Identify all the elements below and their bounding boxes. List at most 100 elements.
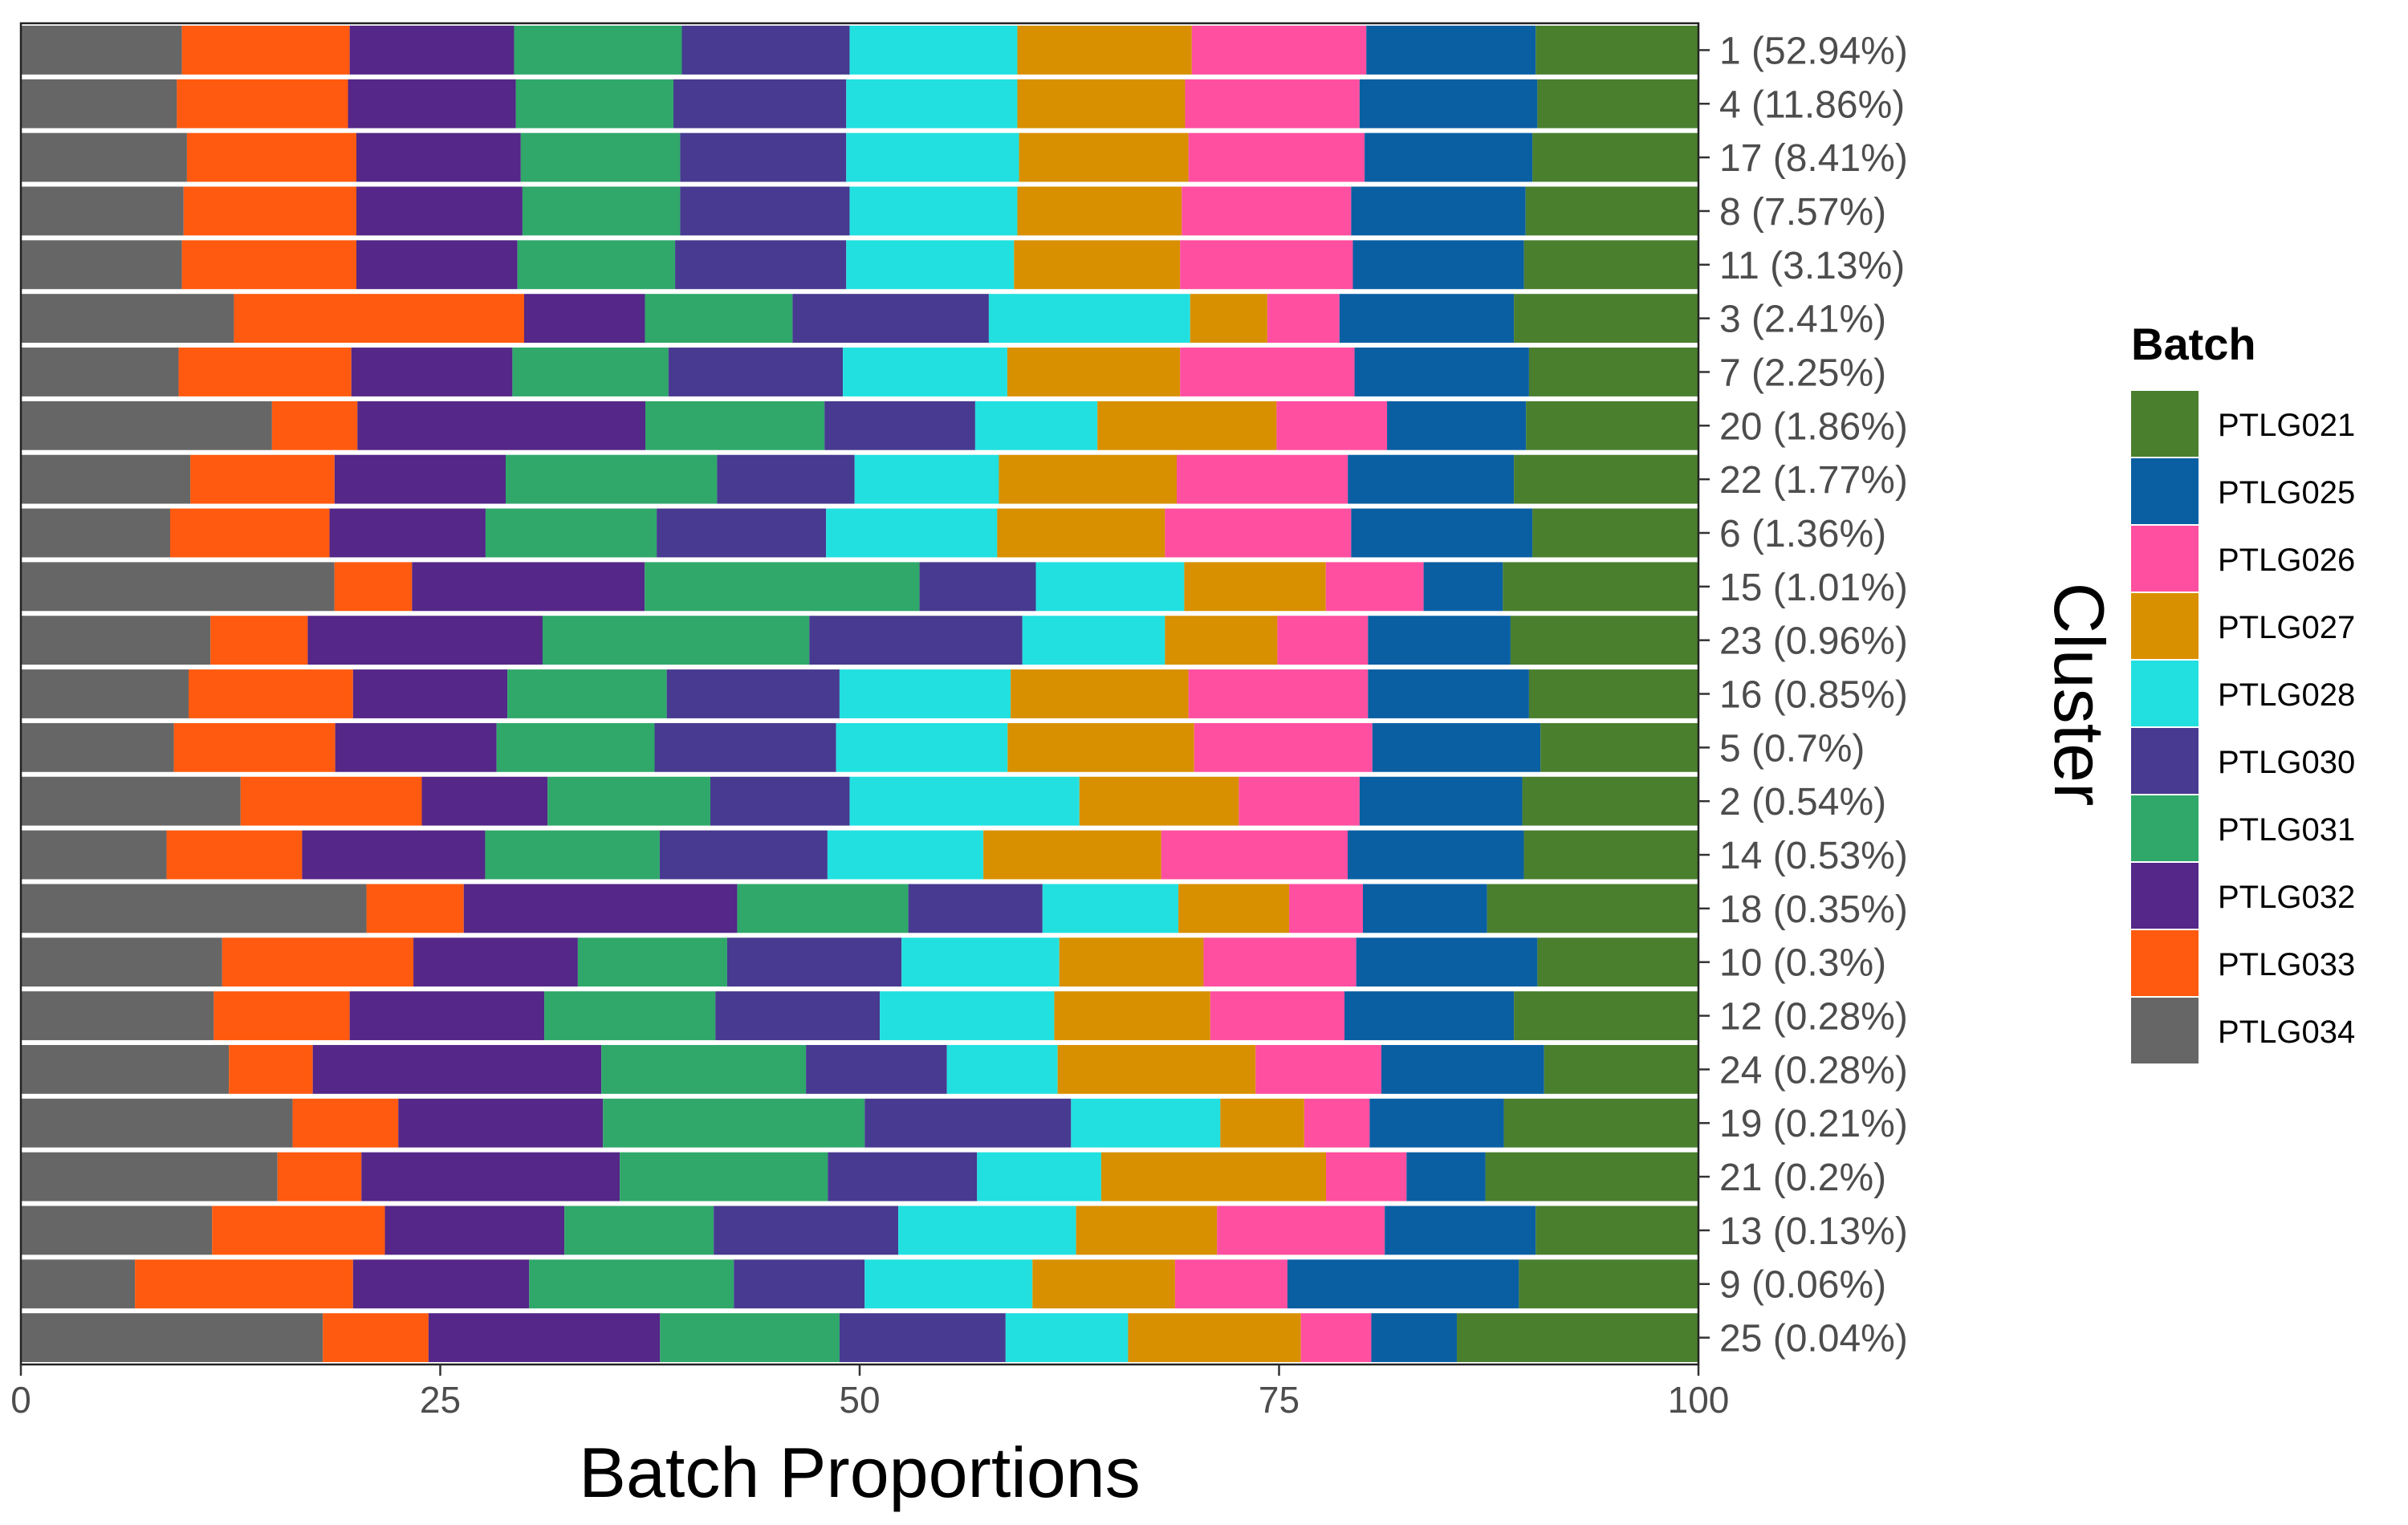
- bar-segment-ptlg027-row-12: [1165, 616, 1278, 665]
- bar-segment-ptlg031-row-22: [620, 1152, 828, 1202]
- bar-segment-ptlg028-row-2: [846, 79, 1018, 128]
- bar-segment-ptlg031-row-12: [542, 616, 810, 665]
- bar-segment-ptlg027-row-11: [1184, 562, 1326, 612]
- bar-segment-ptlg026-row-3: [1188, 132, 1365, 182]
- bar-segment-ptlg034-row-9: [21, 454, 191, 504]
- bar-segment-ptlg027-row-18: [1059, 937, 1204, 987]
- bar-segment-ptlg031-row-18: [577, 937, 727, 987]
- bar-segment-ptlg033-row-14: [173, 722, 336, 772]
- bar-segment-ptlg033-row-16: [166, 830, 303, 880]
- bar-segment-ptlg027-row-3: [1019, 132, 1189, 182]
- x-tick-label: 50: [839, 1379, 880, 1421]
- bar-segment-ptlg028-row-11: [1035, 562, 1185, 612]
- bar-segment-ptlg027-row-4: [1017, 186, 1182, 236]
- x-tick-label: 100: [1668, 1379, 1730, 1421]
- bar-segment-ptlg021-row-9: [1514, 454, 1698, 504]
- bar-segment-ptlg030-row-25: [839, 1313, 1006, 1362]
- legend: Batch PTLG021PTLG025PTLG026PTLG027PTLG02…: [2131, 319, 2355, 1063]
- bar-segment-ptlg028-row-23: [898, 1206, 1076, 1255]
- bar-segment-ptlg028-row-3: [846, 132, 1019, 182]
- bar-segment-ptlg021-row-1: [1536, 26, 1698, 75]
- bar-segment-ptlg033-row-15: [240, 776, 422, 826]
- y-tick-label: 20 (1.86%): [1719, 405, 1908, 448]
- bar-segment-ptlg026-row-1: [1191, 26, 1367, 75]
- bar-segment-ptlg034-row-7: [21, 348, 179, 396]
- bar-segment-ptlg028-row-1: [849, 26, 1018, 75]
- bar-segment-ptlg031-row-21: [603, 1098, 865, 1148]
- legend-label-ptlg031: PTLG031: [2218, 812, 2355, 848]
- bar-segment-ptlg033-row-21: [292, 1098, 399, 1148]
- y-tick-label: 18 (0.35%): [1719, 889, 1908, 931]
- bar-segment-ptlg026-row-2: [1185, 79, 1360, 128]
- bar-segment-ptlg032-row-18: [413, 937, 578, 987]
- bar-segment-ptlg025-row-24: [1287, 1259, 1519, 1309]
- bar-segment-ptlg028-row-14: [836, 722, 1008, 772]
- bar-segment-ptlg031-row-4: [522, 186, 681, 236]
- bar-segment-ptlg021-row-3: [1532, 132, 1698, 182]
- legend-items: PTLG021 PTLG025 PTLG026 PTLG027 PTLG028 PTLG0…: [2131, 391, 2355, 1063]
- bar-segment-ptlg032-row-9: [334, 454, 506, 504]
- bar-segment-ptlg021-row-24: [1519, 1259, 1698, 1309]
- y-tick-label: 11 (3.13%): [1719, 245, 1905, 287]
- bar-segment-ptlg030-row-12: [809, 616, 1023, 665]
- bar-segment-ptlg025-row-25: [1371, 1313, 1458, 1362]
- bar-segment-ptlg028-row-19: [880, 991, 1055, 1040]
- bar-segment-ptlg030-row-15: [710, 776, 850, 826]
- y-tick-label: 8 (7.57%): [1719, 191, 1886, 234]
- bar-segment-ptlg032-row-21: [398, 1098, 604, 1148]
- bar-segment-ptlg026-row-6: [1267, 294, 1340, 344]
- bar-segment-ptlg027-row-22: [1100, 1152, 1327, 1202]
- y-tick-label: 22 (1.77%): [1719, 459, 1908, 502]
- bar-segment-ptlg031-row-8: [645, 401, 825, 450]
- bar-segment-ptlg028-row-18: [901, 937, 1060, 987]
- bar-segment-ptlg031-row-15: [547, 776, 710, 826]
- bar-segment-ptlg025-row-19: [1344, 991, 1515, 1040]
- bar-segment-ptlg032-row-6: [524, 294, 645, 344]
- bar-segment-ptlg028-row-20: [946, 1044, 1058, 1094]
- legend-label-ptlg027: PTLG027: [2218, 610, 2355, 645]
- bar-segment-ptlg033-row-13: [189, 669, 353, 718]
- bar-segment-ptlg027-row-1: [1017, 26, 1192, 75]
- bar-segment-ptlg033-row-6: [234, 294, 524, 344]
- bar-segment-ptlg021-row-12: [1510, 616, 1698, 665]
- x-tick-label: 25: [420, 1379, 461, 1421]
- bar-segment-ptlg034-row-17: [21, 884, 367, 933]
- bar-segment-ptlg027-row-6: [1190, 294, 1267, 344]
- bar-segment-ptlg031-row-10: [485, 508, 657, 558]
- bar-segment-ptlg030-row-17: [908, 884, 1043, 933]
- bar-segment-ptlg034-row-13: [21, 669, 189, 718]
- y-tick-label: 21 (0.2%): [1719, 1157, 1886, 1199]
- bar-segment-ptlg027-row-25: [1128, 1313, 1301, 1362]
- bar-segment-ptlg028-row-12: [1022, 616, 1165, 665]
- bar-segment-ptlg033-row-11: [334, 562, 413, 612]
- bar-segment-ptlg026-row-17: [1289, 884, 1363, 933]
- bar-segment-ptlg025-row-22: [1406, 1152, 1486, 1202]
- bar-segment-ptlg028-row-25: [1005, 1313, 1129, 1362]
- bar-segment-ptlg026-row-23: [1217, 1206, 1385, 1255]
- y-tick-label: 17 (8.41%): [1719, 137, 1908, 180]
- bar-segment-ptlg027-row-23: [1076, 1206, 1218, 1255]
- y-tick-label: 3 (2.41%): [1719, 299, 1886, 341]
- bar-segment-ptlg021-row-5: [1523, 240, 1698, 290]
- bar-segment-ptlg030-row-21: [864, 1098, 1072, 1148]
- bar-segment-ptlg027-row-10: [997, 508, 1165, 558]
- bar-segment-ptlg032-row-4: [356, 186, 523, 236]
- bar-segment-ptlg032-row-12: [307, 616, 543, 665]
- bar-segment-ptlg033-row-23: [212, 1206, 385, 1255]
- bar-segment-ptlg025-row-18: [1356, 937, 1538, 987]
- bar-segment-ptlg021-row-17: [1487, 884, 1698, 933]
- bar-segment-ptlg026-row-22: [1326, 1152, 1407, 1202]
- bar-segment-ptlg031-row-24: [529, 1259, 734, 1309]
- bar-segment-ptlg026-row-19: [1210, 991, 1345, 1040]
- bar-segment-ptlg031-row-9: [506, 454, 718, 504]
- bar-segment-ptlg030-row-14: [654, 722, 836, 772]
- bar-segment-ptlg021-row-19: [1514, 991, 1698, 1040]
- bar-segment-ptlg030-row-9: [717, 454, 855, 504]
- bar-segment-ptlg030-row-16: [659, 830, 828, 880]
- legend-key-ptlg021: [2131, 391, 2199, 457]
- legend-key-ptlg034: [2131, 998, 2199, 1063]
- bar-segment-ptlg031-row-5: [517, 240, 676, 290]
- bar-segment-ptlg021-row-14: [1540, 722, 1698, 772]
- bar-segment-ptlg031-row-17: [737, 884, 909, 933]
- bar-segment-ptlg034-row-23: [21, 1206, 213, 1255]
